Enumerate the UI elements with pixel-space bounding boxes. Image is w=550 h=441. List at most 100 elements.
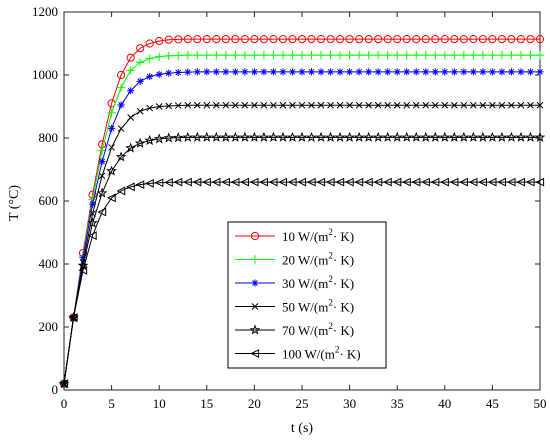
data-point xyxy=(354,50,364,60)
data-point xyxy=(78,265,88,275)
series-0 xyxy=(59,34,545,388)
data-point xyxy=(535,34,545,44)
data-point xyxy=(526,50,535,60)
x-axis-label: t (s) xyxy=(291,421,314,436)
y-tick-label: 800 xyxy=(39,130,59,145)
data-point xyxy=(460,101,468,109)
data-point xyxy=(335,50,345,60)
x-tick-label: 15 xyxy=(200,396,213,411)
y-tick-label: 1000 xyxy=(32,67,58,82)
data-point xyxy=(440,50,449,60)
data-point xyxy=(468,177,478,187)
data-point xyxy=(477,131,489,142)
y-tick-label: 600 xyxy=(39,193,59,208)
data-point xyxy=(422,101,430,109)
data-point xyxy=(117,125,125,132)
data-point xyxy=(374,101,382,109)
data-point xyxy=(411,177,421,187)
y-tick-label: 400 xyxy=(39,256,59,271)
data-point xyxy=(497,50,507,60)
data-point xyxy=(469,50,478,60)
data-point xyxy=(450,101,458,109)
data-point xyxy=(251,279,259,287)
data-point xyxy=(125,182,135,192)
data-point xyxy=(87,231,97,241)
data-point xyxy=(402,50,411,60)
data-point xyxy=(526,68,535,76)
data-point xyxy=(478,177,487,187)
data-point xyxy=(316,34,326,44)
data-point xyxy=(193,101,201,109)
data-point xyxy=(487,177,497,187)
legend-label-superscript: 2 xyxy=(328,298,333,308)
data-point xyxy=(241,68,249,76)
data-point xyxy=(211,177,221,187)
data-point xyxy=(372,131,384,142)
data-point xyxy=(355,68,363,76)
data-point xyxy=(154,178,164,188)
data-point xyxy=(288,68,297,76)
data-point xyxy=(516,177,526,187)
data-point xyxy=(220,131,232,142)
series-5 xyxy=(59,177,545,389)
data-point xyxy=(250,255,260,264)
data-point xyxy=(412,34,421,44)
data-point xyxy=(384,101,392,109)
data-point xyxy=(507,34,516,44)
x-tick-label: 50 xyxy=(534,396,547,411)
data-point xyxy=(230,177,240,187)
y-tick-label: 0 xyxy=(52,382,59,397)
data-point xyxy=(278,34,288,44)
data-point xyxy=(517,68,525,76)
data-point xyxy=(507,50,516,60)
data-point xyxy=(431,50,440,60)
data-point xyxy=(527,101,534,109)
data-point xyxy=(221,177,230,187)
data-point xyxy=(108,124,116,133)
data-point xyxy=(287,177,297,187)
data-point xyxy=(269,68,278,76)
legend-label: 100 W/(m2· K) xyxy=(282,345,361,362)
data-point xyxy=(250,50,259,60)
data-point xyxy=(393,101,401,109)
data-point xyxy=(106,193,116,203)
data-point xyxy=(241,101,249,109)
data-point xyxy=(184,101,192,109)
data-point xyxy=(346,101,353,109)
data-point xyxy=(508,101,515,109)
data-point xyxy=(115,151,127,162)
data-point xyxy=(306,131,317,142)
data-point xyxy=(308,101,315,109)
data-point xyxy=(345,50,354,60)
data-point xyxy=(250,349,260,358)
data-point xyxy=(410,131,422,142)
data-point xyxy=(231,68,239,76)
data-point xyxy=(134,137,146,148)
data-point xyxy=(192,177,202,187)
data-point xyxy=(136,77,144,85)
ticks-layer: 0 5 10 15 20 25 30 35 40 45 50 0 200 400 600 800 1000 120… xyxy=(32,4,547,411)
legend-label-tail: · K) xyxy=(333,323,354,338)
data-point xyxy=(165,69,173,77)
data-point xyxy=(116,83,126,92)
data-point xyxy=(163,132,175,143)
data-point xyxy=(346,68,354,76)
data-point xyxy=(155,70,163,78)
legend-label-superscript: 2 xyxy=(328,227,333,237)
data-point xyxy=(107,108,116,117)
data-point xyxy=(297,177,307,187)
data-point xyxy=(251,303,259,310)
data-point xyxy=(296,131,308,142)
data-point xyxy=(172,132,184,143)
data-point xyxy=(183,177,192,187)
data-point xyxy=(383,34,392,44)
data-point xyxy=(250,68,258,76)
data-point xyxy=(422,68,430,76)
data-point xyxy=(269,50,278,60)
data-point xyxy=(450,50,459,60)
data-point xyxy=(365,68,373,76)
data-point xyxy=(77,259,89,271)
data-point xyxy=(315,131,327,142)
data-point xyxy=(535,50,545,60)
